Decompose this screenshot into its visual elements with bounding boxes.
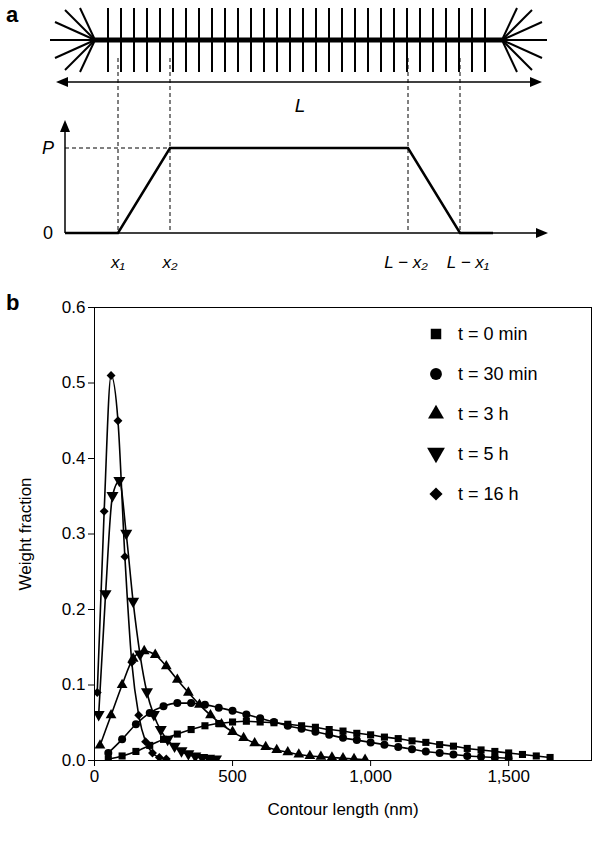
- svg-text:1,000: 1,000: [349, 767, 392, 786]
- svg-text:1,500: 1,500: [487, 767, 530, 786]
- html-text:b: b: [6, 290, 20, 315]
- html-text:a: a: [6, 2, 19, 27]
- svg-text:0: 0: [43, 223, 53, 243]
- svg-text:P: P: [42, 138, 54, 158]
- svg-text:t = 30 min: t = 30 min: [458, 364, 538, 384]
- svg-text:0.6: 0.6: [62, 298, 86, 317]
- svg-text:L − x₂: L − x₂: [384, 253, 428, 272]
- svg-text:Contour length (nm): Contour length (nm): [267, 800, 418, 819]
- svg-text:t = 16 h: t = 16 h: [458, 484, 519, 504]
- svg-text:0: 0: [90, 767, 99, 786]
- svg-text:L − x₁: L − x₁: [447, 253, 489, 272]
- svg-text:Weight fraction: Weight fraction: [16, 477, 35, 590]
- svg-text:x₁: x₁: [110, 253, 125, 272]
- svg-text:x₂: x₂: [162, 253, 179, 272]
- svg-text:0.3: 0.3: [62, 524, 86, 543]
- svg-text:0.4: 0.4: [62, 449, 86, 468]
- svg-text:L: L: [295, 95, 306, 116]
- svg-text:t = 5 h: t = 5 h: [458, 444, 509, 464]
- svg-text:t = 0 min: t = 0 min: [458, 324, 528, 344]
- svg-text:0.0: 0.0: [62, 751, 86, 770]
- svg-text:0.1: 0.1: [62, 675, 86, 694]
- svg-text:0.5: 0.5: [62, 373, 86, 392]
- svg-text:t = 3 h: t = 3 h: [458, 404, 509, 424]
- svg-text:500: 500: [218, 767, 246, 786]
- svg-text:0.2: 0.2: [62, 600, 86, 619]
